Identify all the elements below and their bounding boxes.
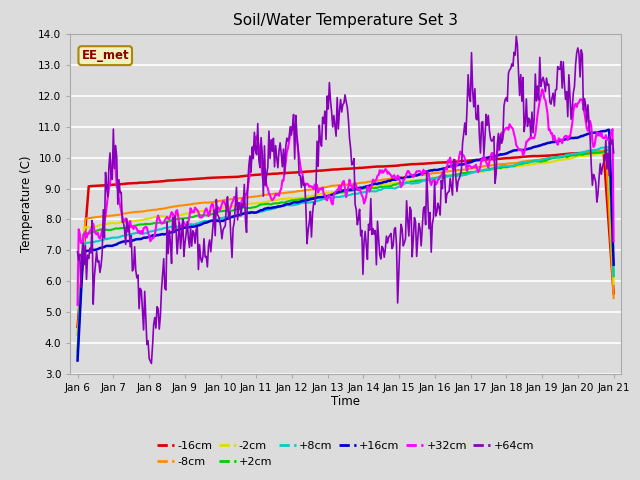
+32cm: [374, 173, 381, 179]
+32cm: [300, 180, 307, 185]
-2cm: [241, 202, 248, 208]
+16cm: [74, 358, 81, 363]
+2cm: [74, 349, 81, 355]
-16cm: [468, 157, 476, 163]
+8cm: [561, 153, 568, 159]
Line: -2cm: -2cm: [77, 153, 614, 348]
-16cm: [610, 290, 618, 296]
+2cm: [399, 180, 407, 185]
+2cm: [241, 204, 248, 210]
+32cm: [468, 165, 476, 171]
+64cm: [74, 249, 81, 255]
-8cm: [241, 195, 248, 201]
+8cm: [74, 353, 81, 359]
Line: -16cm: -16cm: [77, 152, 614, 327]
Line: +8cm: +8cm: [77, 147, 614, 356]
-8cm: [300, 188, 307, 193]
+16cm: [241, 211, 248, 216]
-2cm: [604, 150, 612, 156]
-2cm: [468, 169, 476, 175]
Line: +16cm: +16cm: [77, 130, 614, 360]
+16cm: [561, 137, 568, 143]
-2cm: [610, 281, 618, 287]
+2cm: [605, 147, 613, 153]
+32cm: [74, 302, 81, 308]
-8cm: [374, 178, 381, 183]
+64cm: [563, 89, 570, 95]
+8cm: [605, 144, 613, 150]
+16cm: [605, 127, 613, 132]
+2cm: [610, 273, 618, 279]
-2cm: [399, 179, 407, 185]
+32cm: [399, 178, 407, 183]
-2cm: [561, 156, 568, 162]
+16cm: [610, 262, 618, 268]
+2cm: [561, 154, 568, 159]
+16cm: [468, 159, 476, 165]
+2cm: [374, 185, 381, 191]
-8cm: [610, 295, 618, 301]
+8cm: [610, 273, 618, 278]
+8cm: [399, 182, 407, 188]
+32cm: [610, 239, 618, 244]
+16cm: [300, 198, 307, 204]
-8cm: [399, 174, 407, 180]
Line: +32cm: +32cm: [77, 89, 614, 305]
-16cm: [74, 324, 81, 330]
-2cm: [74, 345, 81, 350]
-8cm: [561, 153, 568, 159]
+32cm: [241, 194, 248, 200]
Line: +64cm: +64cm: [77, 36, 614, 363]
+8cm: [241, 210, 248, 216]
-8cm: [602, 148, 610, 154]
-2cm: [300, 194, 307, 200]
X-axis label: Time: Time: [331, 395, 360, 408]
Line: +2cm: +2cm: [77, 150, 614, 352]
Y-axis label: Temperature (C): Temperature (C): [20, 156, 33, 252]
Legend: -16cm, -8cm, -2cm, +2cm, +8cm, +16cm, +32cm, +64cm: -16cm, -8cm, -2cm, +2cm, +8cm, +16cm, +3…: [153, 437, 538, 471]
+8cm: [468, 170, 476, 176]
-16cm: [561, 151, 568, 157]
+64cm: [148, 360, 156, 366]
Title: Soil/Water Temperature Set 3: Soil/Water Temperature Set 3: [233, 13, 458, 28]
+64cm: [610, 150, 618, 156]
+32cm: [538, 86, 546, 92]
-16cm: [600, 149, 607, 155]
+8cm: [374, 188, 381, 193]
-2cm: [374, 183, 381, 189]
+32cm: [562, 133, 570, 139]
-16cm: [399, 162, 407, 168]
+64cm: [375, 235, 383, 240]
Line: -8cm: -8cm: [77, 151, 614, 335]
-16cm: [374, 164, 381, 169]
+2cm: [300, 196, 307, 202]
-16cm: [300, 169, 307, 175]
+64cm: [301, 181, 308, 187]
-16cm: [241, 173, 248, 179]
+64cm: [241, 216, 249, 222]
-8cm: [468, 166, 476, 171]
+64cm: [468, 87, 476, 93]
+16cm: [399, 175, 407, 181]
+2cm: [468, 169, 476, 175]
Text: EE_met: EE_met: [81, 49, 129, 62]
+8cm: [300, 200, 307, 205]
+64cm: [513, 33, 520, 39]
+64cm: [401, 240, 408, 246]
+16cm: [374, 181, 381, 187]
-8cm: [74, 332, 81, 338]
